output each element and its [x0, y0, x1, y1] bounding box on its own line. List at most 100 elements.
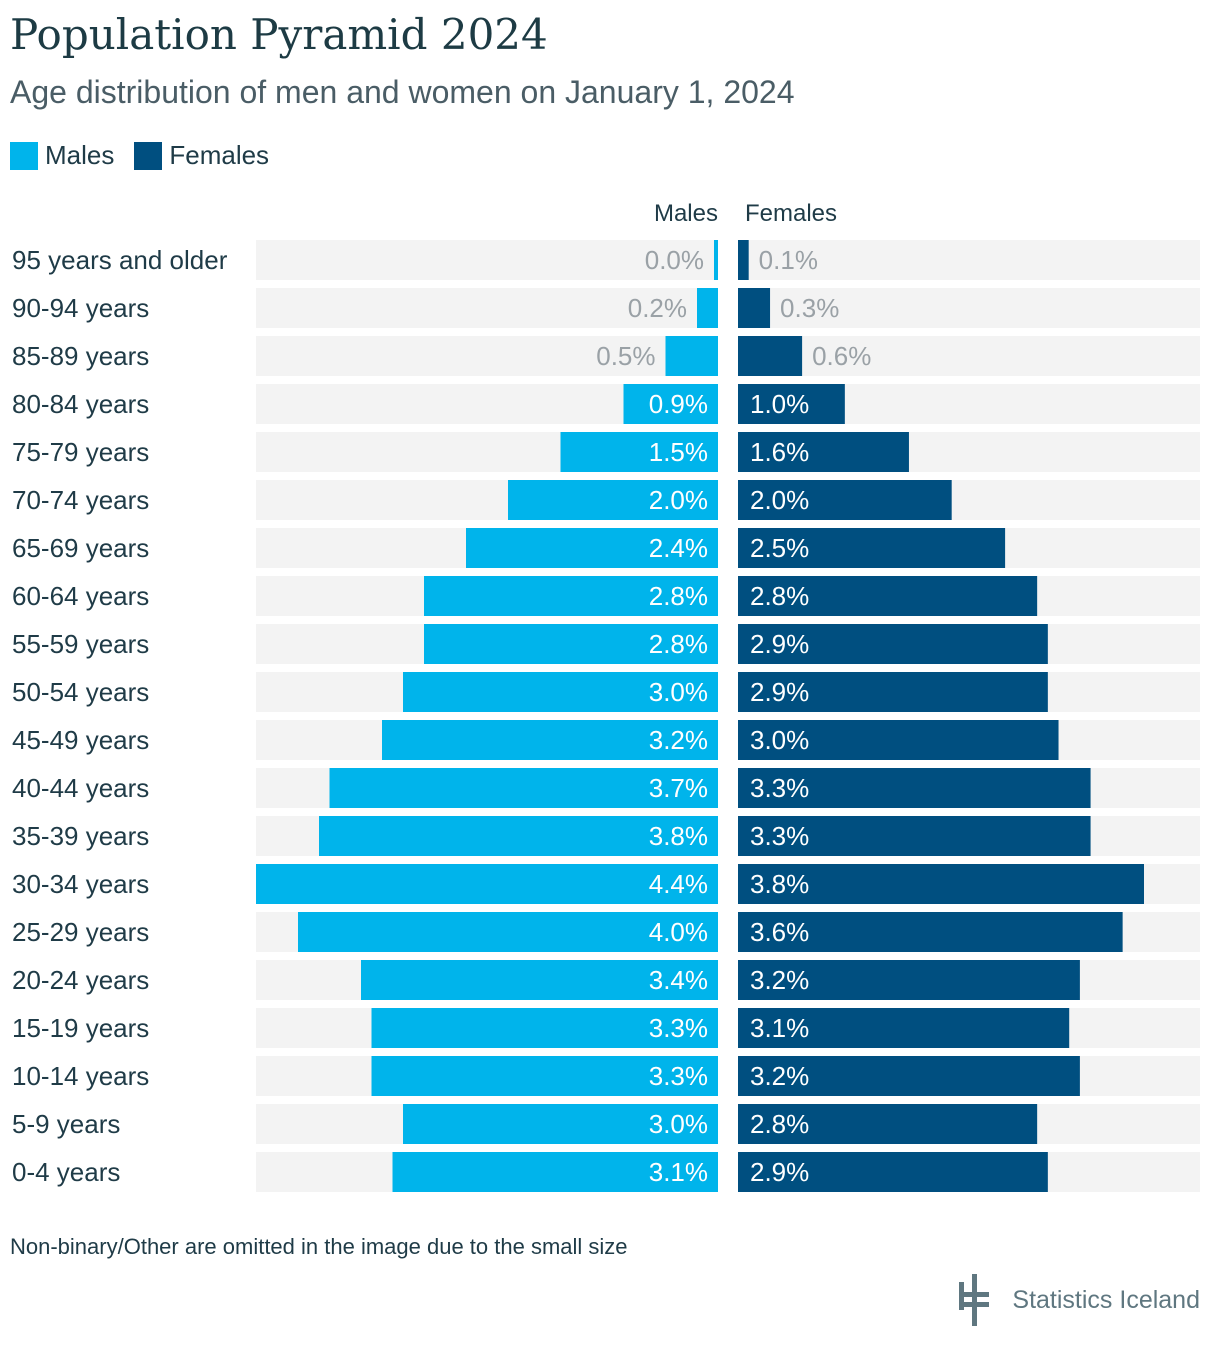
females-bar [738, 960, 1080, 1000]
females-bar [738, 336, 803, 376]
age-group-label: 85-89 years [12, 341, 149, 371]
females-value-label: 3.2% [750, 965, 809, 995]
females-track [738, 288, 1200, 328]
males-bar [424, 576, 718, 616]
females-bar [738, 576, 1038, 616]
females-value-label: 1.6% [750, 437, 809, 467]
legend-label-males: Males [45, 140, 115, 170]
males-value-label: 3.3% [649, 1061, 708, 1091]
males-bar [298, 912, 718, 952]
males-track [256, 288, 718, 328]
chart-subtitle: Age distribution of men and women on Jan… [10, 74, 795, 110]
males-bar [382, 720, 718, 760]
females-bar [738, 624, 1048, 664]
females-bar [738, 240, 749, 280]
age-group-label: 70-74 years [12, 485, 149, 515]
age-group-label: 25-29 years [12, 917, 149, 947]
males-bar [361, 960, 718, 1000]
males-value-label: 4.0% [649, 917, 708, 947]
females-bar [738, 1008, 1070, 1048]
age-group-label: 90-94 years [12, 293, 149, 323]
females-value-label: 2.9% [750, 1157, 809, 1187]
males-value-label: 3.2% [649, 725, 708, 755]
age-group-label: 35-39 years [12, 821, 149, 851]
males-bar [665, 336, 718, 376]
age-group-label: 40-44 years [12, 773, 149, 803]
age-group-label: 65-69 years [12, 533, 149, 563]
males-value-label: 2.8% [649, 629, 708, 659]
females-bar [738, 528, 1006, 568]
females-bar [738, 384, 845, 424]
males-value-label: 3.0% [649, 677, 708, 707]
age-group-label: 45-49 years [12, 725, 149, 755]
females-bar [738, 1104, 1038, 1144]
males-bar [371, 1056, 718, 1096]
females-bar [738, 672, 1048, 712]
population-pyramid-chart: 95 years and older 0.0% 0.1% 90-94 years 0.2… [12, 240, 1200, 1192]
males-bar [508, 480, 718, 520]
footnote: Non-binary/Other are omitted in the imag… [10, 1234, 628, 1259]
age-group-label: 15-19 years [12, 1013, 149, 1043]
females-track [738, 336, 1200, 376]
males-bar [714, 240, 718, 280]
males-value-label: 2.8% [649, 581, 708, 611]
males-bar [371, 1008, 718, 1048]
age-group-label: 5-9 years [12, 1109, 120, 1139]
females-bar [738, 816, 1091, 856]
legend: Males Females [10, 140, 289, 171]
males-value-label: 2.4% [649, 533, 708, 563]
legend-item-males[interactable]: Males [10, 140, 114, 171]
males-value-label: 4.4% [649, 869, 708, 899]
females-value-label: 2.0% [750, 485, 809, 515]
males-bar [403, 672, 718, 712]
males-value-label: 3.4% [649, 965, 708, 995]
males-value-label: 2.0% [649, 485, 708, 515]
legend-label-females: Females [169, 140, 270, 170]
females-value-label: 2.9% [750, 677, 809, 707]
males-value-label: 3.3% [649, 1013, 708, 1043]
age-group-label: 50-54 years [12, 677, 149, 707]
females-bar [738, 480, 952, 520]
females-value-label: 2.8% [750, 1109, 809, 1139]
column-header-females: Females [745, 200, 838, 227]
males-value-label: 3.1% [649, 1157, 708, 1187]
males-track [256, 336, 718, 376]
females-bar [738, 288, 771, 328]
females-bar [738, 1056, 1080, 1096]
legend-swatch-females [134, 141, 163, 170]
males-value-label: 3.0% [649, 1109, 708, 1139]
males-bar [424, 624, 718, 664]
males-bar [319, 816, 718, 856]
age-group-label: 55-59 years [12, 629, 149, 659]
males-value-label: 3.8% [649, 821, 708, 851]
females-bar [738, 432, 909, 472]
age-group-label: 30-34 years [12, 869, 149, 899]
age-group-label: 0-4 years [12, 1157, 120, 1187]
females-value-label: 0.3% [780, 293, 839, 323]
females-bar [738, 912, 1123, 952]
females-value-label: 2.5% [750, 533, 809, 563]
males-bar [256, 864, 718, 904]
females-value-label: 1.0% [750, 389, 809, 419]
females-value-label: 3.3% [750, 821, 809, 851]
females-value-label: 0.1% [759, 245, 818, 275]
males-bar [403, 1104, 718, 1144]
males-bar [466, 528, 718, 568]
age-group-label: 60-64 years [12, 581, 149, 611]
males-value-label: 1.5% [649, 437, 708, 467]
females-track [738, 240, 1200, 280]
males-value-label: 0.5% [596, 341, 655, 371]
age-group-label: 75-79 years [12, 437, 149, 467]
females-value-label: 3.1% [750, 1013, 809, 1043]
females-bar [738, 720, 1059, 760]
age-group-label: 20-24 years [12, 965, 149, 995]
males-value-label: 3.7% [649, 773, 708, 803]
males-bar [560, 432, 718, 472]
males-bar [392, 1152, 718, 1192]
males-value-label: 0.9% [649, 389, 708, 419]
age-group-label: 80-84 years [12, 389, 149, 419]
females-value-label: 3.6% [750, 917, 809, 947]
legend-item-females[interactable]: Females [134, 140, 269, 171]
females-value-label: 0.6% [812, 341, 871, 371]
females-value-label: 3.8% [750, 869, 809, 899]
